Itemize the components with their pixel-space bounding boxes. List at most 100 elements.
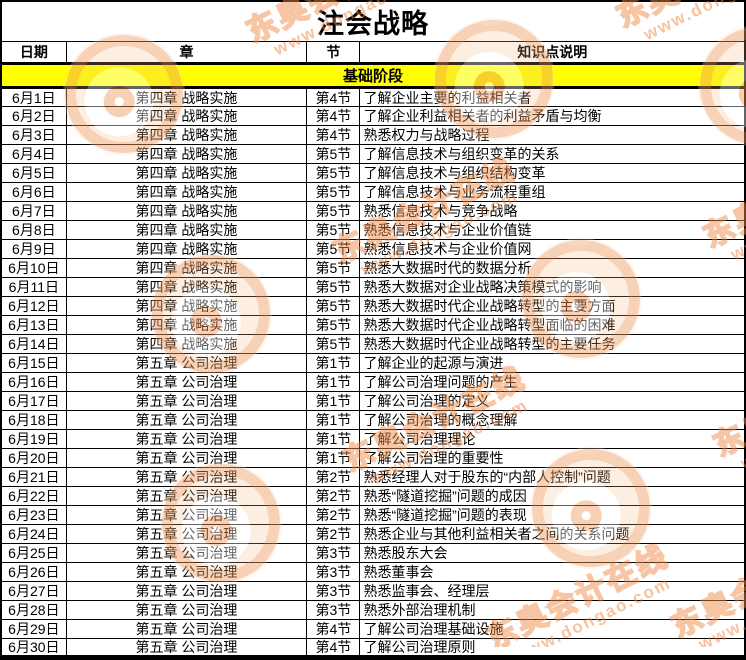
knowledge-cell: 熟悉大数据时代企业战略转型面临的困难 [359,315,746,335]
date-cell: 6月3日 [0,125,67,145]
date-cell: 6月4日 [0,144,67,164]
date-cell: 6月7日 [0,201,67,221]
col-header-knowledge: 知识点说明 [359,41,746,64]
knowledge-cell: 了解企业主要的利益相关者 [359,87,746,107]
section-cell: 第1节 [306,410,361,430]
date-cell: 6月21日 [0,467,67,487]
section-cell: 第5节 [306,296,361,316]
knowledge-cell: 了解企业的起源与演进 [359,353,746,373]
table-row: 6月30日 第五章 公司治理 第4节 了解公司治理原则 [0,638,746,658]
title-row: 注会战略 [0,0,746,42]
date-cell: 6月20日 [0,448,67,468]
chapter-cell: 第五章 公司治理 [65,505,308,525]
knowledge-cell: 了解企业利益相关者的利益矛盾与均衡 [359,106,746,126]
table-row: 6月29日 第五章 公司治理 第4节 了解公司治理基础设施 [0,619,746,639]
date-cell: 6月14日 [0,334,67,354]
date-cell: 6月2日 [0,106,67,126]
table-row: 6月20日 第五章 公司治理 第1节 了解公司治理的重要性 [0,448,746,468]
knowledge-cell: 了解公司治理的定义 [359,391,746,411]
table-row: 6月17日 第五章 公司治理 第1节 了解公司治理的定义 [0,391,746,411]
knowledge-cell: 熟悉董事会 [359,562,746,582]
chapter-cell: 第四章 战略实施 [65,296,308,316]
chapter-cell: 第五章 公司治理 [65,353,308,373]
knowledge-cell: 了解公司治理理论 [359,429,746,449]
section-cell: 第3节 [306,543,361,563]
section-cell: 第4节 [306,106,361,126]
section-cell: 第5节 [306,277,361,297]
chapter-cell: 第四章 战略实施 [65,163,308,183]
date-cell: 6月9日 [0,239,67,259]
chapter-cell: 第五章 公司治理 [65,486,308,506]
section-cell: 第2节 [306,505,361,525]
table-row: 6月11日 第四章 战略实施 第5节 熟悉大数据对企业战略决策模式的影响 [0,277,746,297]
col-header-chapter: 章 [65,41,308,64]
chapter-cell: 第四章 战略实施 [65,125,308,145]
section-cell: 第3节 [306,562,361,582]
knowledge-cell: 熟悉“隧道挖掘”问题的表现 [359,505,746,525]
chapter-cell: 第四章 战略实施 [65,239,308,259]
table-row: 6月3日 第四章 战略实施 第4节 熟悉权力与战略过程 [0,125,746,145]
chapter-cell: 第四章 战略实施 [65,106,308,126]
table-row: 6月15日 第五章 公司治理 第1节 了解企业的起源与演进 [0,353,746,373]
knowledge-cell: 熟悉外部治理机制 [359,600,746,620]
table-row: 6月8日 第四章 战略实施 第5节 熟悉信息技术与企业价值链 [0,220,746,240]
section-cell: 第5节 [306,201,361,221]
date-cell: 6月19日 [0,429,67,449]
table-row: 6月6日 第四章 战略实施 第5节 了解信息技术与业务流程重组 [0,182,746,202]
section-cell: 第4节 [306,125,361,145]
table-row: 6月24日 第五章 公司治理 第2节 熟悉企业与其他利益相关者之间的关系问题 [0,524,746,544]
chapter-cell: 第五章 公司治理 [65,391,308,411]
section-cell: 第2节 [306,467,361,487]
date-cell: 6月1日 [0,87,67,107]
section-cell: 第5节 [306,258,361,278]
section-cell: 第5节 [306,182,361,202]
table-row: 6月7日 第四章 战略实施 第5节 熟悉信息技术与竞争战略 [0,201,746,221]
table-row: 6月10日 第四章 战略实施 第5节 熟悉大数据时代的数据分析 [0,258,746,278]
date-cell: 6月22日 [0,486,67,506]
date-cell: 6月28日 [0,600,67,620]
chapter-cell: 第四章 战略实施 [65,220,308,240]
table-row: 6月21日 第五章 公司治理 第2节 熟悉经理人对于股东的“内部人控制”问题 [0,467,746,487]
col-header-date: 日期 [0,41,67,64]
table-row: 6月23日 第五章 公司治理 第2节 熟悉“隧道挖掘”问题的表现 [0,505,746,525]
chapter-cell: 第四章 战略实施 [65,87,308,107]
section-cell: 第1节 [306,429,361,449]
date-cell: 6月24日 [0,524,67,544]
section-cell: 第5节 [306,220,361,240]
chapter-cell: 第五章 公司治理 [65,524,308,544]
date-cell: 6月11日 [0,277,67,297]
table-row: 6月25日 第五章 公司治理 第3节 熟悉股东大会 [0,543,746,563]
knowledge-cell: 熟悉大数据时代的数据分析 [359,258,746,278]
chapter-cell: 第五章 公司治理 [65,429,308,449]
chapter-cell: 第四章 战略实施 [65,144,308,164]
table-row: 6月22日 第五章 公司治理 第2节 熟悉“隧道挖掘”问题的成因 [0,486,746,506]
chapter-cell: 第四章 战略实施 [65,258,308,278]
section-cell: 第1节 [306,353,361,373]
phase-banner-row: 基础阶段 [0,62,746,89]
date-cell: 6月26日 [0,562,67,582]
chapter-cell: 第五章 公司治理 [65,410,308,430]
table-row: 6月5日 第四章 战略实施 第5节 了解信息技术与组织结构变革 [0,163,746,183]
date-cell: 6月27日 [0,581,67,601]
table-row: 6月28日 第五章 公司治理 第3节 熟悉外部治理机制 [0,600,746,620]
date-cell: 6月23日 [0,505,67,525]
date-cell: 6月6日 [0,182,67,202]
knowledge-cell: 熟悉股东大会 [359,543,746,563]
chapter-cell: 第五章 公司治理 [65,600,308,620]
table-row: 6月2日 第四章 战略实施 第4节 了解企业利益相关者的利益矛盾与均衡 [0,106,746,126]
chapter-cell: 第四章 战略实施 [65,334,308,354]
page-title: 注会战略 [0,0,746,42]
table-row: 6月18日 第五章 公司治理 第1节 了解公司治理的概念理解 [0,410,746,430]
table-row: 6月27日 第五章 公司治理 第3节 熟悉监事会、经理层 [0,581,746,601]
section-cell: 第5节 [306,334,361,354]
knowledge-cell: 了解公司治理原则 [359,638,746,658]
section-cell: 第2节 [306,486,361,506]
phase-banner: 基础阶段 [0,62,746,89]
chapter-cell: 第四章 战略实施 [65,277,308,297]
knowledge-cell: 了解公司治理问题的产生 [359,372,746,392]
date-cell: 6月30日 [0,638,67,658]
knowledge-cell: 熟悉信息技术与竞争战略 [359,201,746,221]
section-cell: 第4节 [306,638,361,658]
